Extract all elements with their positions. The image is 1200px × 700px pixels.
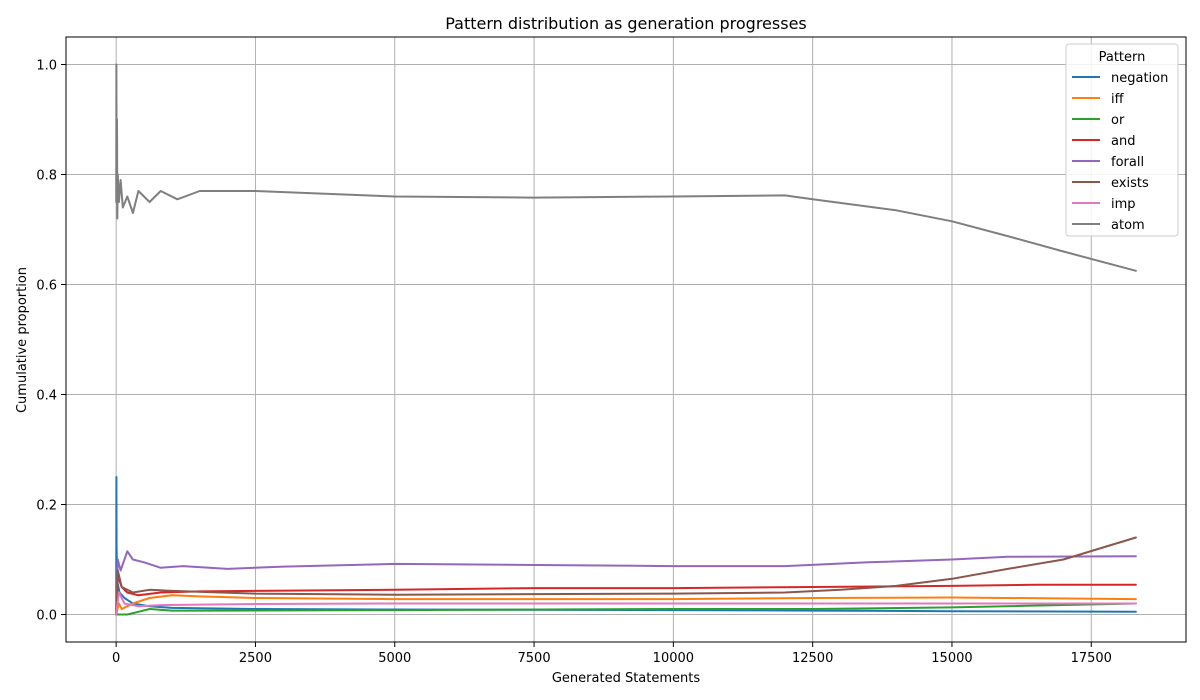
y-tick-label: 0.8 [36, 169, 57, 184]
x-tick-label: 12500 [792, 651, 833, 666]
y-axis-ticks: 0.0 0.2 0.4 0.6 0.8 1.0 [36, 59, 66, 624]
x-tick-label: 15000 [931, 651, 972, 666]
legend: Pattern negation iff or and forall exists imp a… [1065, 43, 1179, 237]
series-line-exists [115, 536, 1137, 616]
legend-label-iff: iff [1111, 92, 1125, 107]
series-line-or [115, 602, 1137, 616]
series-line-forall [115, 550, 1137, 616]
x-tick-label: 17500 [1071, 651, 1112, 666]
grid [66, 37, 1186, 642]
x-axis-label: Generated Statements [552, 671, 701, 686]
y-tick-label: 0.0 [36, 609, 57, 624]
y-tick-label: 0.6 [36, 279, 57, 294]
legend-label-and: and [1111, 134, 1135, 149]
x-tick-label: 5000 [378, 651, 411, 666]
chart-title: Pattern distribution as generation progr… [445, 14, 807, 33]
x-tick-label: 7500 [518, 651, 551, 666]
legend-label-or: or [1111, 113, 1125, 128]
legend-label-negation: negation [1111, 71, 1168, 86]
legend-label-exists: exists [1111, 176, 1149, 191]
plot-frame [65, 36, 1187, 643]
y-tick-label: 1.0 [36, 59, 57, 74]
y-tick-label: 0.2 [36, 499, 57, 514]
legend-label-imp: imp [1111, 197, 1136, 212]
x-tick-label: 10000 [653, 651, 694, 666]
legend-label-atom: atom [1111, 218, 1145, 233]
y-axis-label: Cumulative proportion [15, 267, 30, 413]
x-tick-label: 2500 [239, 651, 272, 666]
y-tick-label: 0.4 [36, 389, 57, 404]
legend-label-forall: forall [1111, 155, 1144, 170]
series-lines [115, 63, 1137, 616]
series-line-iff [115, 594, 1137, 616]
legend-title: Pattern [1099, 50, 1146, 65]
legend-box [1065, 43, 1179, 237]
x-tick-label: 0 [112, 651, 120, 666]
series-line-imp [115, 591, 1137, 616]
series-line-atom [115, 63, 1137, 272]
x-axis-ticks: 0 2500 5000 7500 10000 12500 15000 17500 [112, 642, 1112, 666]
